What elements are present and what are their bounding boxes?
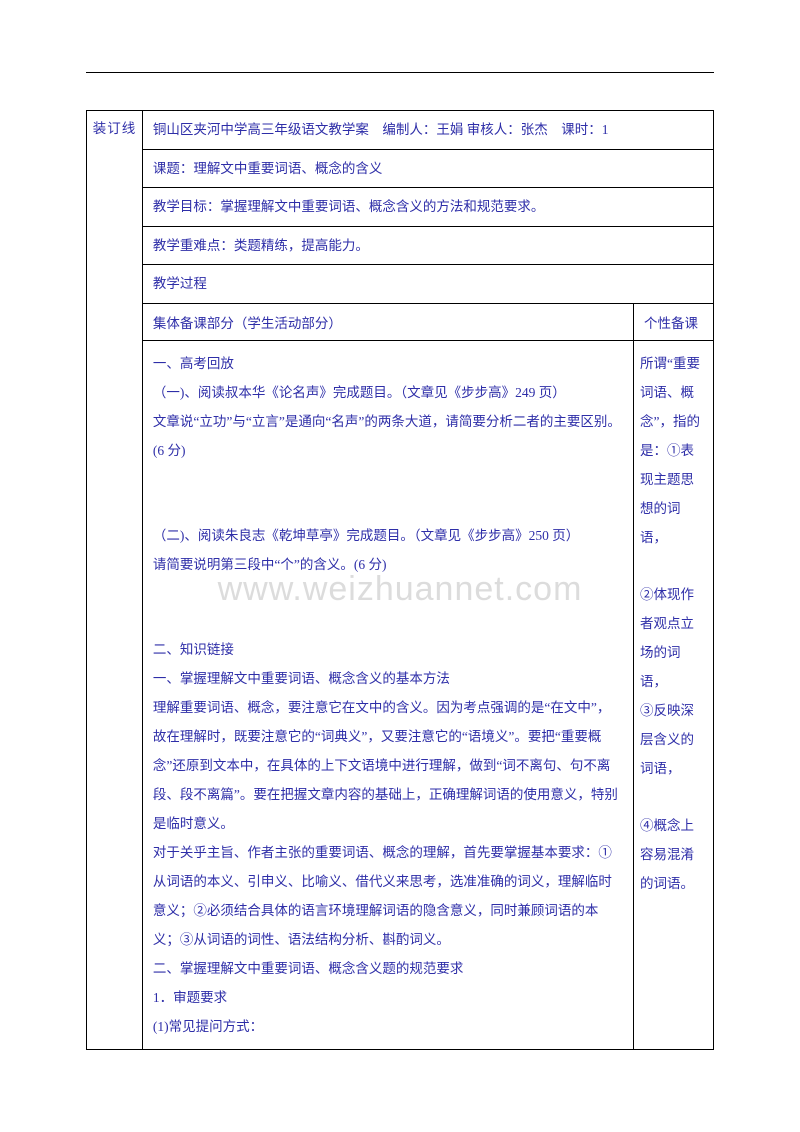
main-p12: (1)常见提问方式： <box>153 1012 623 1041</box>
side-s3: ③反映深层含义的词语， <box>640 696 707 783</box>
spacer <box>640 552 707 580</box>
header-text: 铜山区夹河中学高三年级语文教学案 编制人：王娟 审核人：张杰 课时：1 <box>153 122 609 137</box>
difficulty-row: 教学重难点：类题精练，提高能力。 <box>142 226 713 265</box>
lesson-plan-table: 装订线 铜山区夹河中学高三年级语文教学案 编制人：王娟 审核人：张杰 课时：1 … <box>86 110 714 1050</box>
side-s2: ②体现作者观点立场的词语， <box>640 580 707 696</box>
main-p6: 二、知识链接 <box>153 635 623 664</box>
main-p9: 对于关乎主旨、作者主张的重要词语、概念的理解，首先要掌握基本要求：①从词语的本义… <box>153 838 623 954</box>
main-p3: 文章说“立功”与“立言”是通向“名声”的两条大道，请简要分析二者的主要区别。(6… <box>153 407 623 465</box>
difficulty-text: 教学重难点：类题精练，提高能力。 <box>153 238 369 253</box>
spacer <box>640 783 707 811</box>
process-text: 教学过程 <box>153 276 207 291</box>
side-s1: 所谓“重要词语、概念”，指的是：①表现主题思想的词语， <box>640 349 707 552</box>
topic-text: 课题：理解文中重要词语、概念的含义 <box>153 161 383 176</box>
main-p7: 一、掌握理解文中重要词语、概念含义的基本方法 <box>153 664 623 693</box>
side-content-cell: 所谓“重要词语、概念”，指的是：①表现主题思想的词语， ②体现作者观点立场的词语… <box>634 340 714 1049</box>
binding-label: 装订线 <box>93 121 137 136</box>
process-row: 教学过程 <box>142 265 713 304</box>
spacer <box>153 465 623 521</box>
binding-column: 装订线 <box>87 111 143 1050</box>
main-p1: 一、高考回放 <box>153 349 623 378</box>
topic-row: 课题：理解文中重要词语、概念的含义 <box>142 149 713 188</box>
top-rule <box>86 72 714 73</box>
main-p10: 二、掌握理解文中重要词语、概念含义题的规范要求 <box>153 954 623 983</box>
spacer <box>153 579 623 635</box>
header-row: 铜山区夹河中学高三年级语文教学案 编制人：王娟 审核人：张杰 课时：1 <box>142 111 713 150</box>
main-p2: （一)、阅读叔本华《论名声》完成题目。（文章见《步步高》249 页） <box>153 378 623 407</box>
side-section-header: 个性备课 <box>634 303 714 340</box>
main-section-label: 集体备课部分（学生活动部分） <box>153 316 342 331</box>
main-p11: 1．审题要求 <box>153 983 623 1012</box>
main-p4: （二)、阅读朱良志《乾坤草亭》完成题目。（文章见《步步高》250 页） <box>153 521 623 550</box>
side-section-label: 个性备课 <box>644 316 698 331</box>
goal-row: 教学目标：掌握理解文中重要词语、概念含义的方法和规范要求。 <box>142 188 713 227</box>
main-p5: 请简要说明第三段中“个”的含义。(6 分) <box>153 550 623 579</box>
goal-text: 教学目标：掌握理解文中重要词语、概念含义的方法和规范要求。 <box>153 199 545 214</box>
main-content-cell: 一、高考回放 （一)、阅读叔本华《论名声》完成题目。（文章见《步步高》249 页… <box>142 340 633 1049</box>
side-s4: ④概念上容易混淆的词语。 <box>640 811 707 898</box>
main-section-header: 集体备课部分（学生活动部分） <box>142 303 633 340</box>
main-p8: 理解重要词语、概念，要注意它在文中的含义。因为考点强调的是“在文中”，故在理解时… <box>153 693 623 838</box>
